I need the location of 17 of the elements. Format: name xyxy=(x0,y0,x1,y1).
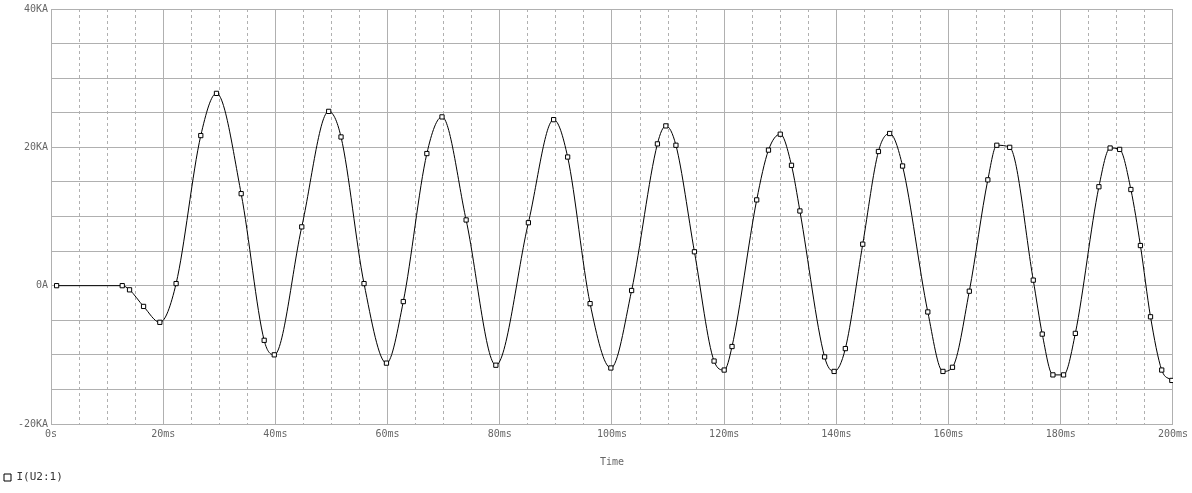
x-tick-label: 100ms xyxy=(596,427,628,439)
x-tick-label: 120ms xyxy=(709,427,740,439)
x-tick-label: 140ms xyxy=(821,427,852,439)
y-tick-label: 20KA xyxy=(23,140,48,152)
y-tick-label: 0A xyxy=(35,279,48,291)
legend-label: I(U2:1) xyxy=(16,470,63,484)
x-tick-label: 200ms xyxy=(1157,427,1188,439)
x-tick-label: 160ms xyxy=(933,427,964,439)
x-tick-label: 60ms xyxy=(375,427,400,439)
y-tick-label: -20KA xyxy=(17,417,48,429)
x-tick-label: 40ms xyxy=(263,427,288,439)
x-tick-label: 0s xyxy=(44,427,58,439)
x-tick-label: 20ms xyxy=(151,427,176,439)
y-tick-label: 40KA xyxy=(23,2,48,14)
x-axis-title: Time xyxy=(599,455,625,467)
x-tick-label: 80ms xyxy=(487,427,512,439)
x-tick-label: 180ms xyxy=(1045,427,1076,439)
